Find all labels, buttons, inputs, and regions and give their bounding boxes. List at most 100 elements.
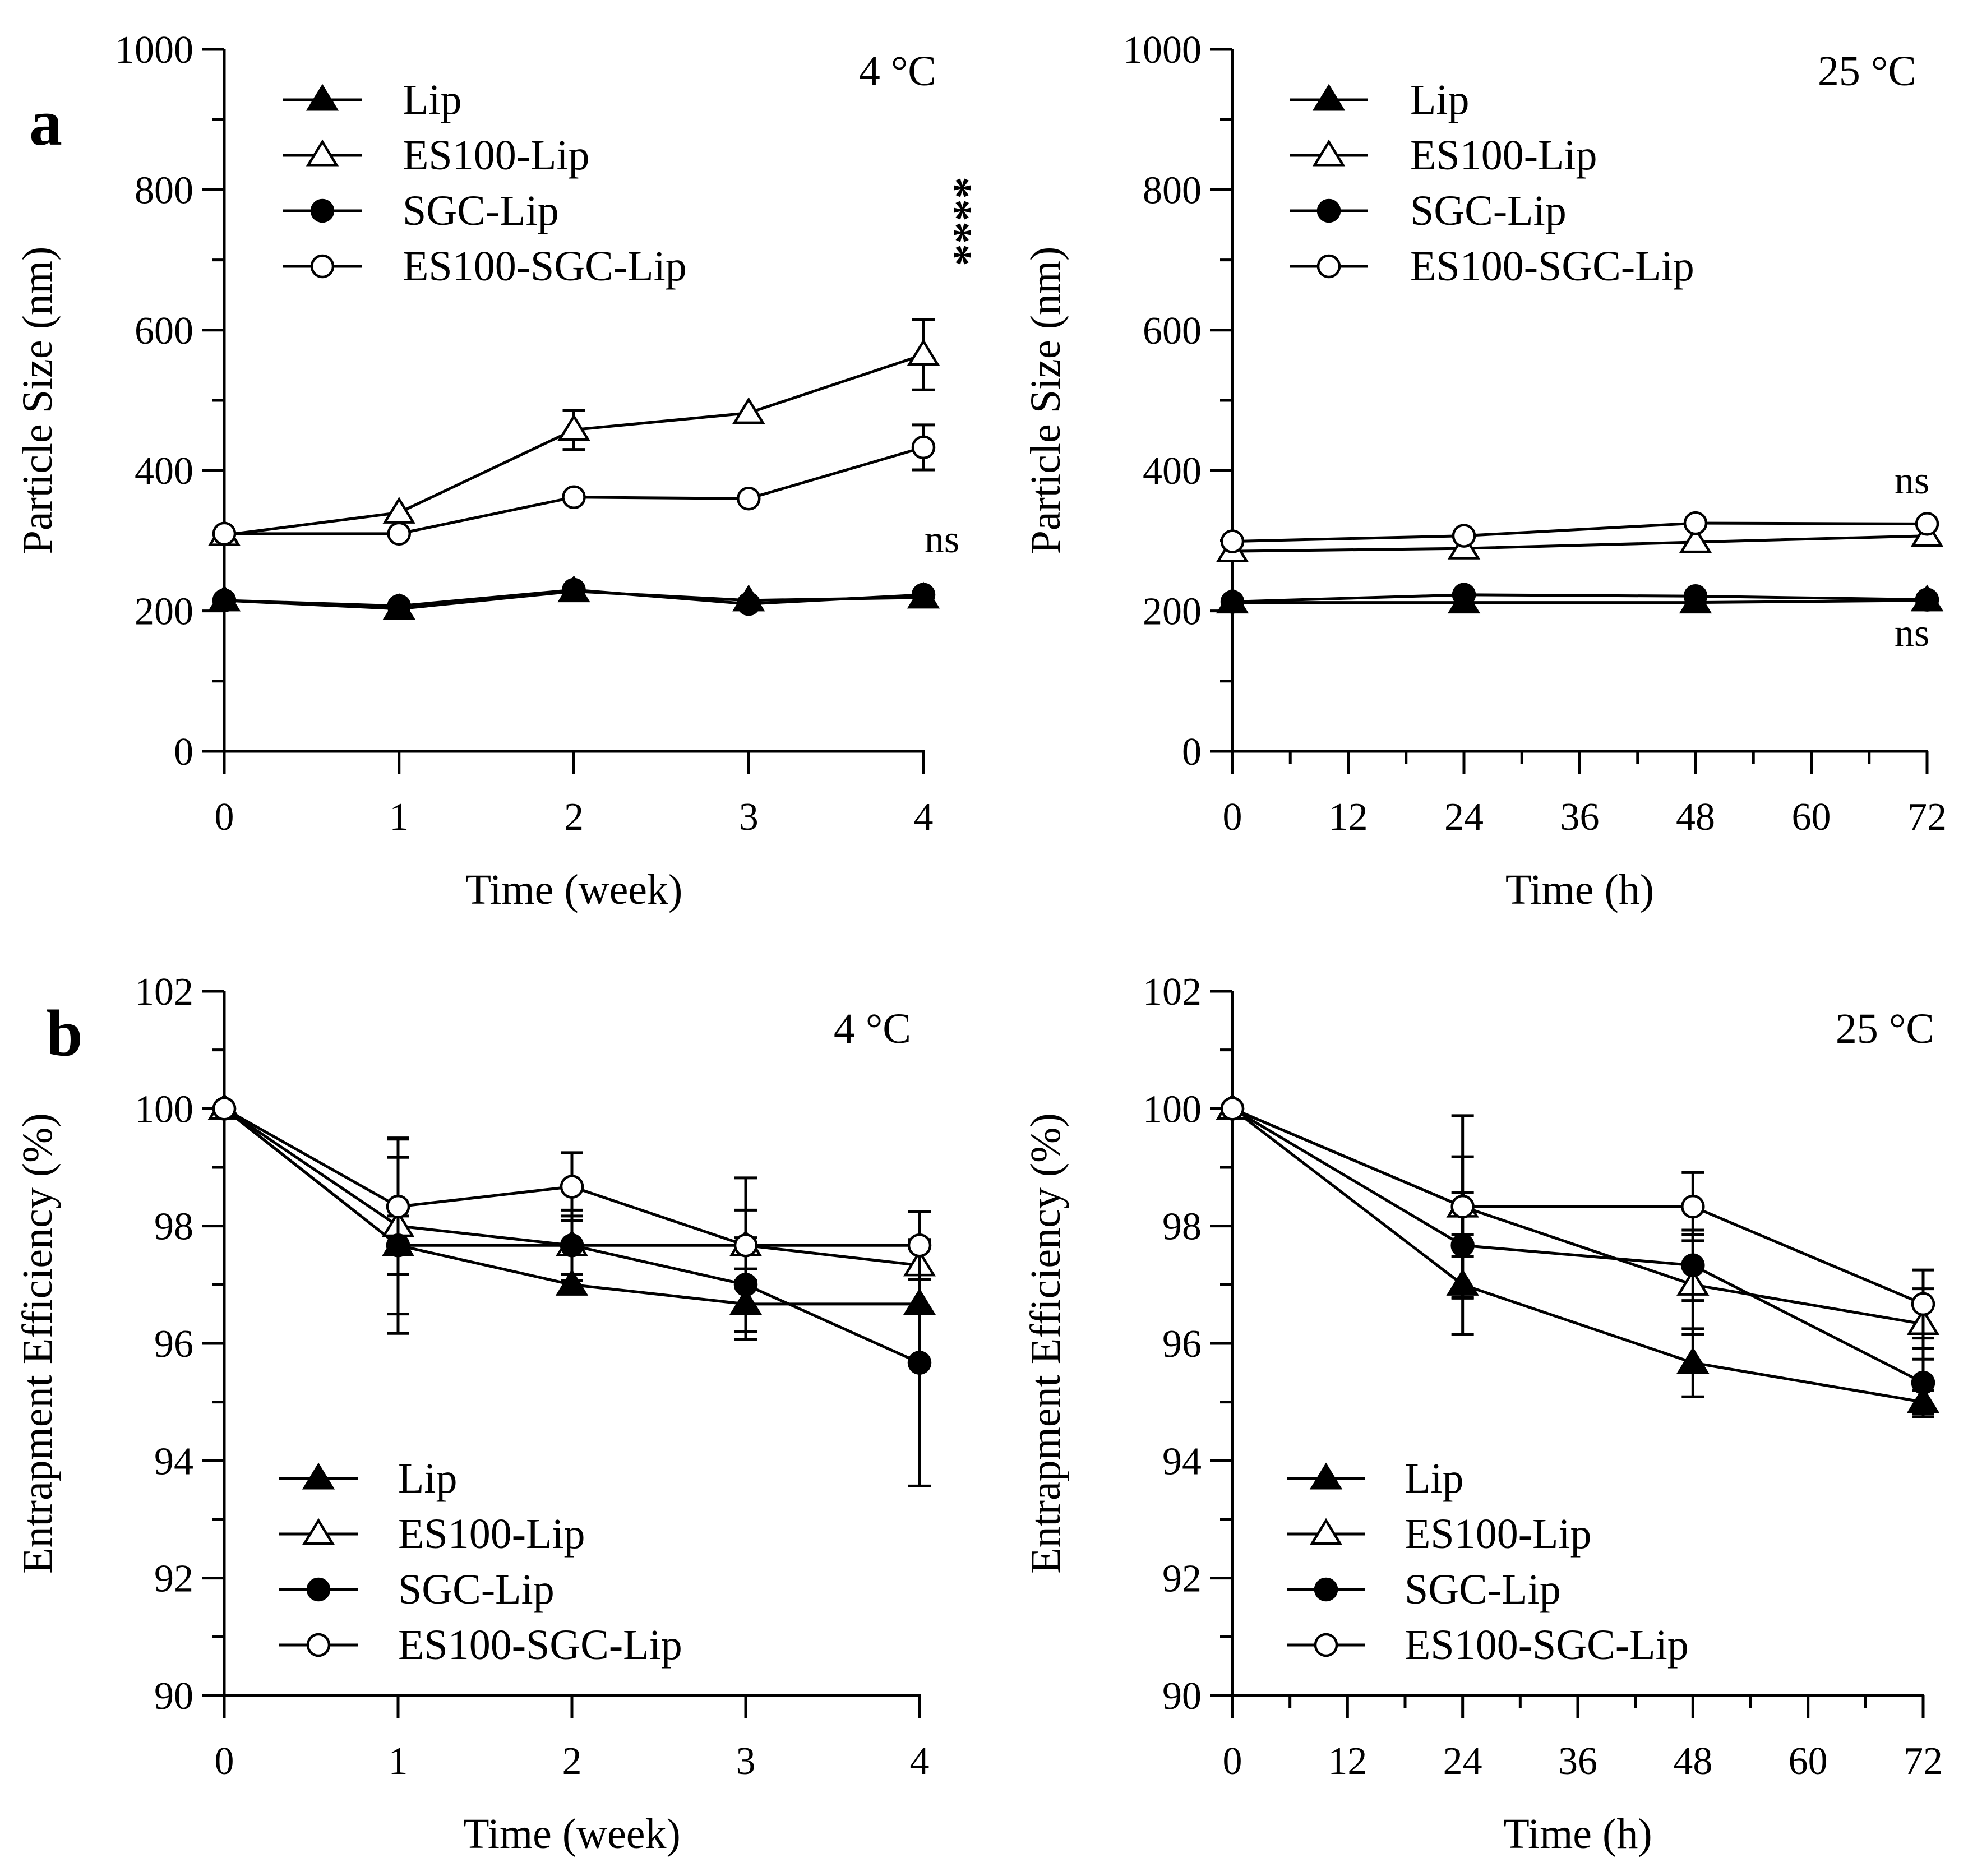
x-tick-label: 3 (739, 796, 759, 839)
y-tick-label: 0 (174, 731, 193, 774)
y-axis-title: Entrapment Efficiency (%) (14, 1113, 61, 1574)
series-sgc-lip (212, 577, 936, 618)
y-tick-label: 600 (1143, 309, 1202, 353)
series-es100-lip (207, 318, 940, 546)
data-point (212, 588, 237, 613)
y-tick-label: 98 (1162, 1205, 1202, 1249)
x-tick-label: 1 (389, 796, 409, 839)
data-point (733, 1233, 758, 1258)
series-line (1232, 599, 1928, 604)
y-tick-label: 1000 (1123, 29, 1202, 72)
significance-annotation: ns (1895, 612, 1929, 655)
chart-panel-1: 0 200 400 600 800 1000 0 1 2 3 4 Time (week) Particl… (14, 29, 980, 913)
series-line (1232, 1107, 1924, 1325)
legend-marker (302, 1518, 335, 1545)
legend-label: ES100-SGC-Lip (403, 243, 687, 290)
y-tick-label: 1000 (115, 29, 193, 72)
legend-label: ES100-SGC-Lip (1405, 1621, 1689, 1669)
legend-label: ES100-Lip (1405, 1510, 1592, 1558)
legend-label: SGC-Lip (403, 187, 559, 234)
data-point (212, 521, 237, 546)
legend-label: SGC-Lip (1410, 187, 1567, 234)
legend-label: Lip (1410, 76, 1470, 123)
y-axis-title: Particle Size (nm) (1022, 247, 1069, 555)
data-point (557, 414, 590, 441)
legend-marker (1316, 254, 1341, 279)
y-tick-label: 96 (1162, 1323, 1202, 1366)
x-tick-label: 4 (910, 1740, 930, 1783)
legend-label: Lip (403, 76, 462, 123)
series-es100-lip (1216, 1093, 1940, 1361)
x-axis-title: Time (week) (465, 866, 683, 913)
y-tick-label: 102 (135, 971, 193, 1014)
y-tick-label: 0 (1182, 731, 1202, 774)
data-point (560, 1175, 584, 1199)
panel-label: b (46, 996, 83, 1070)
data-point (732, 397, 765, 424)
x-tick-label: 2 (562, 1740, 582, 1783)
legend-label: ES100-Lip (398, 1510, 585, 1558)
legend: Lip ES100-Lip SGC-Lip ES100-SGC-Lip (283, 76, 687, 290)
x-tick-label: 60 (1789, 1740, 1828, 1783)
legend-label: SGC-Lip (398, 1566, 555, 1613)
significance-annotation: ns (925, 518, 959, 561)
x-tick-label: 1 (389, 1740, 408, 1783)
x-tick-label: 2 (564, 796, 584, 839)
data-point (1220, 529, 1245, 553)
x-tick-label: 0 (1223, 796, 1242, 839)
x-tick-label: 48 (1673, 1740, 1712, 1783)
chart-panel-2: 0 200 400 600 800 1000 0 12 24 36 48 60 72 Time (h) Pa… (1022, 29, 1947, 913)
data-point (382, 497, 415, 524)
condition-label: 25 °C (1836, 1005, 1934, 1052)
x-tick-label: 36 (1558, 1740, 1597, 1783)
y-tick-label: 94 (1162, 1440, 1202, 1483)
data-point (1220, 1097, 1245, 1121)
y-tick-label: 94 (154, 1440, 193, 1483)
chart-panel-4: 90 92 94 96 98 100 102 0 12 24 36 48 60 72 Time (h) Ent… (1022, 971, 1943, 1857)
legend-marker (1312, 139, 1346, 167)
data-point (911, 583, 936, 607)
data-point (1911, 1292, 1935, 1316)
y-tick-label: 100 (1143, 1088, 1202, 1131)
y-tick-label: 400 (135, 450, 193, 493)
x-tick-label: 24 (1443, 1740, 1482, 1783)
data-point (387, 594, 411, 618)
legend-marker (306, 1633, 331, 1657)
series-line (1232, 1107, 1924, 1306)
x-tick-label: 60 (1792, 796, 1831, 839)
y-tick-label: 92 (154, 1558, 193, 1601)
legend-marker (306, 139, 339, 167)
chart-panel-3: 90 92 94 96 98 100 102 0 1 2 3 4 Time (week) Entrapme… (14, 971, 936, 1857)
y-tick-label: 90 (154, 1675, 193, 1718)
series-line (1232, 534, 1928, 553)
x-tick-label: 4 (914, 796, 934, 839)
data-point (560, 1233, 584, 1258)
data-point (1452, 583, 1476, 607)
data-point (1681, 1194, 1705, 1219)
data-point (562, 485, 586, 510)
y-axis-title: Entrapment Efficiency (%) (1022, 1113, 1069, 1574)
x-tick-label: 3 (736, 1740, 756, 1783)
x-axis-title: Time (week) (463, 1810, 681, 1857)
legend-marker (1309, 1518, 1343, 1545)
data-point (907, 339, 940, 366)
y-tick-label: 200 (1143, 590, 1202, 634)
data-point (1915, 512, 1939, 536)
data-point (1220, 590, 1245, 614)
legend-label: ES100-Lip (1410, 132, 1597, 179)
y-tick-label: 98 (154, 1205, 193, 1249)
significance-annotation: ns (1895, 459, 1929, 502)
series-es100-sgc-lip (212, 423, 936, 546)
x-axis-title: Time (h) (1503, 1810, 1652, 1857)
x-tick-label: 24 (1444, 796, 1484, 839)
legend-label: ES100-SGC-Lip (398, 1621, 682, 1669)
y-tick-label: 96 (154, 1323, 193, 1366)
series-es100-sgc-lip (1220, 1097, 1935, 1340)
legend-marker (306, 1577, 331, 1602)
condition-label: 4 °C (834, 1005, 911, 1052)
series-es100-sgc-lip (1220, 511, 1939, 553)
legend-marker (310, 198, 335, 223)
x-tick-label: 36 (1560, 796, 1600, 839)
y-tick-label: 102 (1143, 971, 1202, 1014)
